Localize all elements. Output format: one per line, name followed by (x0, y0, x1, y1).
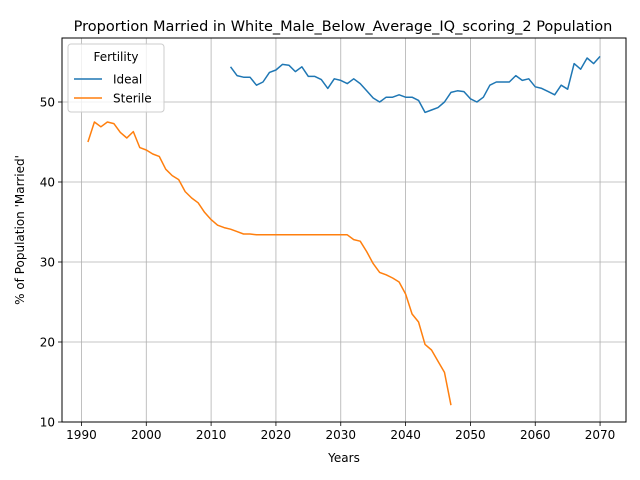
legend-label-ideal: Ideal (113, 73, 142, 87)
series-line-ideal (229, 55, 601, 114)
series-group (87, 55, 601, 406)
y-tick-label: 10 (40, 416, 55, 430)
x-tick-label: 2030 (325, 428, 356, 442)
y-axis-ticks: 10 20 30 40 50 (40, 96, 62, 430)
series-line-sterile (87, 121, 452, 406)
y-tick-label: 50 (40, 96, 55, 110)
x-tick-label: 2040 (390, 428, 421, 442)
legend-box (67, 43, 165, 113)
x-axis-label: Years (327, 451, 360, 465)
y-axis-label: % of Population 'Married' (13, 155, 27, 305)
y-tick-label: 20 (40, 336, 55, 350)
legend-title: Fertility (93, 50, 138, 64)
y-tick-label: 40 (40, 176, 55, 190)
x-tick-label: 2010 (196, 428, 227, 442)
x-axis-ticks: 1990 2000 2010 2020 2030 2040 2050 2060 2070 (66, 422, 615, 442)
x-tick-label: 2060 (520, 428, 551, 442)
chart-title: Proportion Married in White_Male_Below_A… (74, 19, 613, 35)
x-tick-label: 2000 (131, 428, 162, 442)
legend: Fertility Ideal Sterile (67, 43, 165, 113)
x-tick-label: 1990 (66, 428, 97, 442)
grid-lines (62, 38, 626, 423)
x-tick-label: 2070 (585, 428, 616, 442)
x-tick-label: 2020 (261, 428, 292, 442)
plot-frame (61, 37, 627, 423)
x-tick-label: 2050 (455, 428, 486, 442)
y-tick-label: 30 (40, 256, 55, 270)
legend-label-sterile: Sterile (113, 92, 152, 106)
